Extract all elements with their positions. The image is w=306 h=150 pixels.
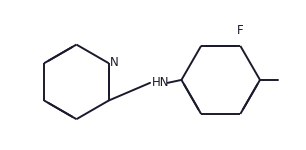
Text: N: N: [110, 56, 118, 69]
Text: HN: HN: [152, 76, 170, 89]
Text: F: F: [237, 24, 244, 37]
